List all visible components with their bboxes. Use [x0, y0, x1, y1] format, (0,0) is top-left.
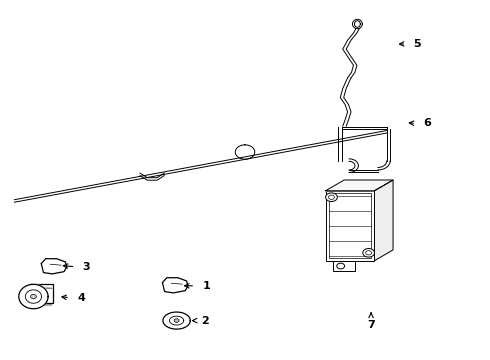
Bar	[333, 261, 355, 271]
Polygon shape	[163, 312, 190, 329]
Circle shape	[174, 319, 179, 323]
Text: 2: 2	[201, 316, 209, 325]
Text: 6: 6	[423, 118, 431, 128]
Text: 5: 5	[414, 39, 421, 49]
Text: 4: 4	[77, 293, 85, 303]
Circle shape	[363, 248, 374, 257]
Circle shape	[326, 193, 337, 202]
Polygon shape	[374, 180, 393, 261]
Polygon shape	[41, 259, 67, 274]
Circle shape	[337, 263, 344, 269]
Circle shape	[366, 251, 371, 255]
Text: 7: 7	[367, 320, 375, 330]
Bar	[329, 193, 371, 258]
Polygon shape	[19, 284, 48, 309]
Bar	[28, 284, 53, 303]
Polygon shape	[162, 278, 188, 293]
Circle shape	[30, 294, 36, 299]
Text: 3: 3	[83, 262, 91, 272]
Text: 1: 1	[202, 281, 210, 291]
Bar	[326, 191, 374, 261]
Circle shape	[329, 195, 334, 199]
Polygon shape	[326, 180, 393, 191]
